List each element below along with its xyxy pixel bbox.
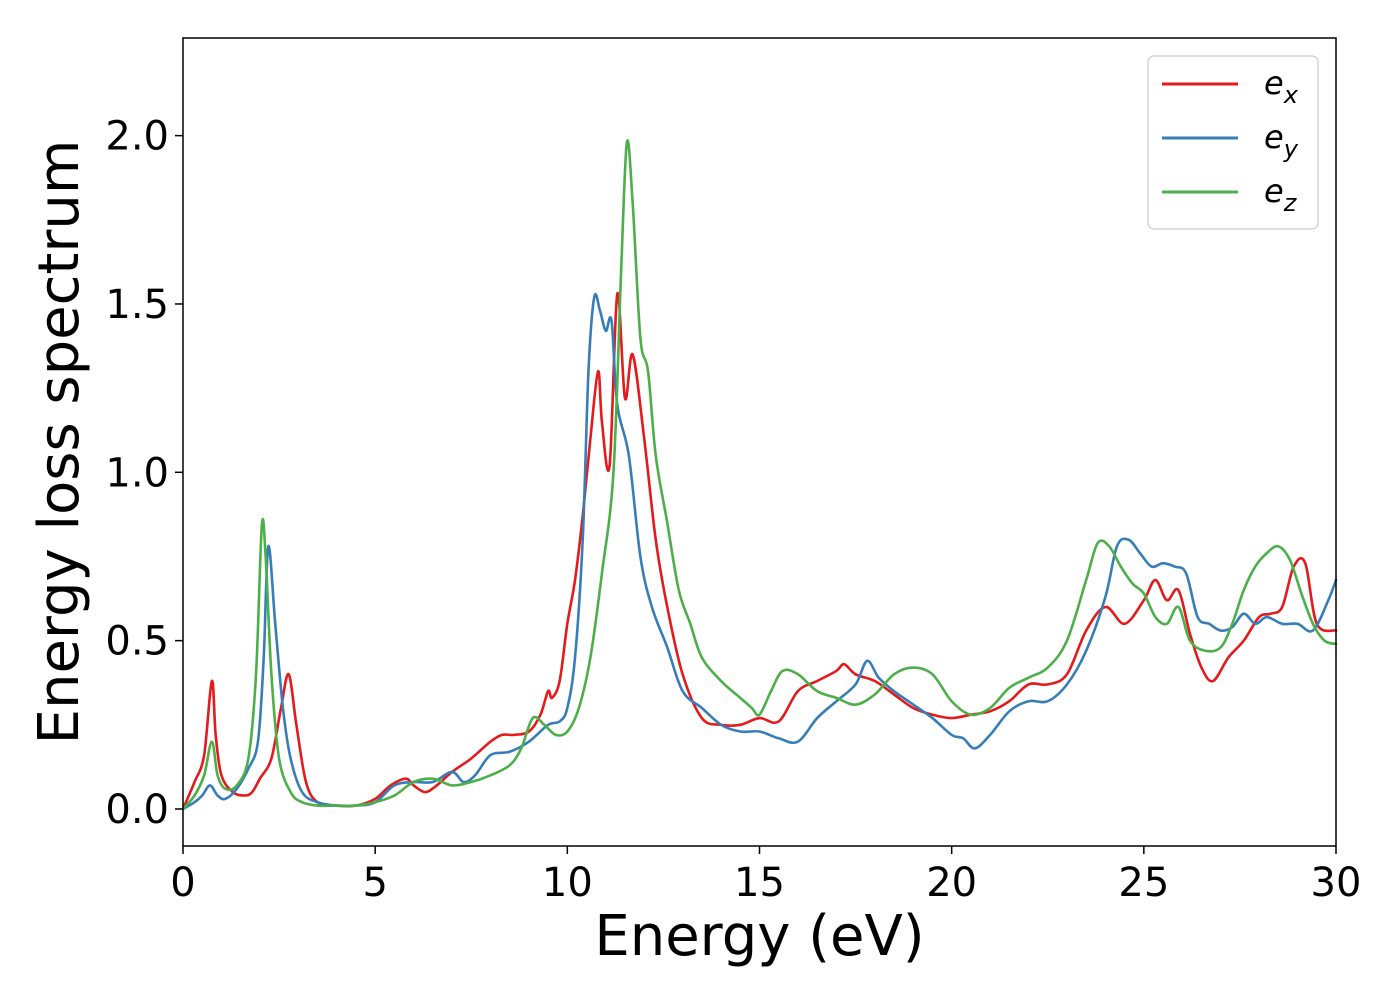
x-tick-label: 15 (734, 860, 785, 906)
x-axis-title: Energy (eV) (594, 904, 924, 969)
series-line-y (181, 292, 1338, 811)
series-line-z (181, 139, 1338, 811)
x-tick-label: 0 (170, 860, 195, 906)
y-axis-title: Energy loss spectrum (27, 140, 92, 745)
x-tick-label: 5 (362, 860, 387, 906)
y-axis-ticks: 0.0 0.5 1.0 1.5 2.0 (105, 114, 183, 833)
x-tick-label: 30 (1311, 860, 1362, 906)
y-tick-label: 0.0 (105, 787, 169, 833)
x-tick-label: 25 (1118, 860, 1169, 906)
x-tick-label: 10 (542, 860, 593, 906)
legend-label-y: ey (1264, 118, 1299, 163)
y-tick-label: 0.5 (105, 619, 169, 665)
legend-label-z: ez (1264, 172, 1298, 217)
y-tick-label: 1.0 (105, 450, 169, 496)
series-layer (181, 139, 1338, 811)
y-tick-label: 2.0 (105, 114, 169, 160)
legend-box (1147, 55, 1319, 230)
x-axis-ticks: 0 5 10 15 20 25 30 (170, 846, 1361, 906)
y-tick-label: 1.5 (105, 282, 169, 328)
plot-background (183, 38, 1336, 846)
legend-label-x: ex (1264, 64, 1299, 109)
x-tick-label: 20 (926, 860, 977, 906)
legend: ex ey ez (1147, 55, 1319, 230)
